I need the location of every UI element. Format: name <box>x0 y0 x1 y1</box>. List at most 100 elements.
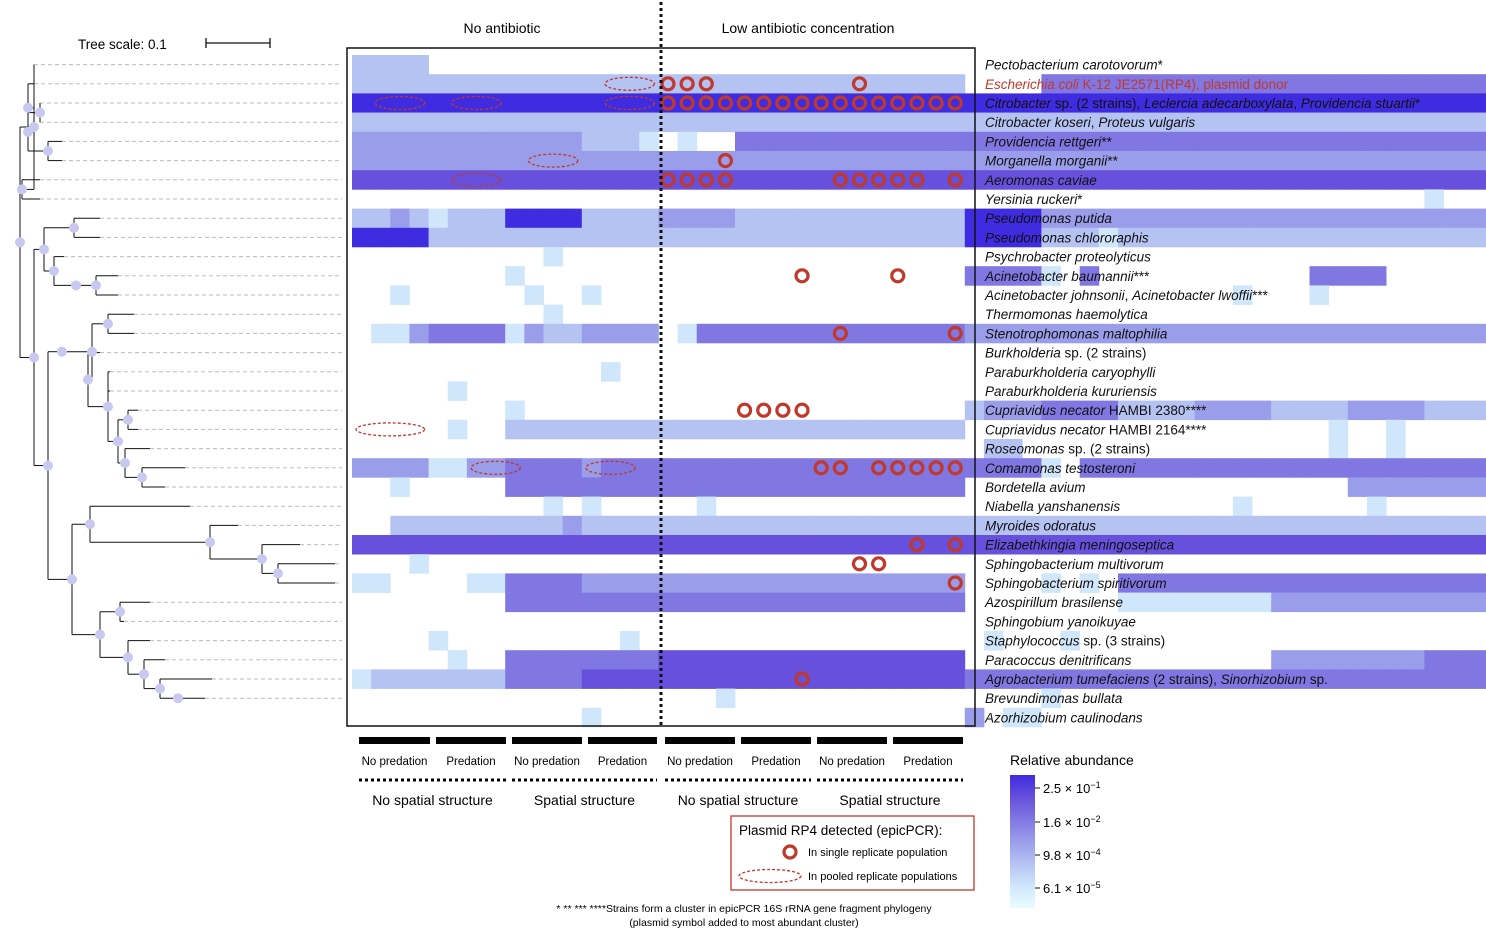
heatmap-cell <box>1328 170 1349 190</box>
plasmid-pooled-marker <box>451 172 502 187</box>
plasmid-legend-single-label: In single replicate population <box>808 847 947 859</box>
heatmap-cell <box>715 477 736 497</box>
heatmap-cell <box>562 112 583 133</box>
heatmap-cell <box>581 151 602 171</box>
heatmap-cell <box>696 573 717 593</box>
heatmap-cell <box>1443 592 1464 613</box>
heatmap-cell <box>1405 669 1425 689</box>
plasmid-single-marker <box>851 556 868 572</box>
heatmap-cell <box>1060 515 1081 536</box>
heatmap-cell <box>1309 458 1330 478</box>
heatmap-cell <box>1137 74 1157 94</box>
heatmap-cell <box>581 573 602 593</box>
heatmap-cell <box>1443 131 1464 152</box>
heatmap-cell <box>352 170 372 190</box>
heatmap-cell <box>1118 151 1138 171</box>
heatmap-cell <box>1041 688 1061 709</box>
heatmap-cell <box>1232 535 1253 555</box>
heatmap-cell <box>677 592 698 613</box>
heatmap-cell <box>1137 400 1157 421</box>
tree-branches <box>19 64 335 699</box>
heatmap-cell <box>1003 151 1023 171</box>
heatmap-cell <box>562 323 583 344</box>
heatmap-cell <box>1137 112 1157 133</box>
heatmap-cell <box>1271 74 1291 94</box>
heatmap-cell <box>524 112 544 133</box>
heatmap-cell <box>1194 227 1215 248</box>
heatmap-cell <box>447 650 468 670</box>
tree-node <box>87 346 97 357</box>
heatmap-cell <box>849 515 870 536</box>
heatmap-cell <box>677 573 698 593</box>
heatmap-cell <box>1118 112 1138 133</box>
heatmap-cell <box>1424 74 1444 94</box>
heatmap-cell <box>620 650 640 670</box>
heatmap-cell <box>677 650 698 670</box>
heatmap-cell <box>409 151 429 171</box>
heatmap-cell <box>1079 669 1100 689</box>
heatmap-cell <box>811 112 832 133</box>
heatmap-cell <box>486 458 506 478</box>
heatmap-cell <box>562 669 583 689</box>
heatmap-cell <box>792 650 812 670</box>
heatmap-cell <box>466 208 487 229</box>
heatmap-cell <box>1309 285 1330 305</box>
heatmap-cell <box>639 208 659 229</box>
heatmap-cell <box>524 515 544 536</box>
heatmap-cell <box>1386 323 1406 344</box>
heatmap-cell <box>1405 400 1425 421</box>
heatmap-cell <box>1328 419 1349 440</box>
heatmap-cell <box>773 458 793 478</box>
heatmap-cell <box>505 112 525 133</box>
heatmap-cell <box>620 208 640 229</box>
heatmap-cell <box>888 323 908 344</box>
tree-node <box>29 122 39 132</box>
heatmap-cell <box>1041 515 1061 536</box>
heatmap-cell <box>600 573 621 593</box>
taxon-label: Psychrobacter proteolyticus <box>985 250 1151 265</box>
heatmap-cell <box>1328 208 1349 229</box>
heatmap-cell <box>735 419 755 440</box>
heatmap-cell <box>677 458 698 478</box>
heatmap-cell <box>543 74 564 94</box>
heatmap-cell <box>447 458 468 478</box>
heatmap-cell <box>1252 515 1272 536</box>
heatmap-cell <box>1098 74 1119 94</box>
heatmap-cell <box>1118 592 1138 613</box>
heatmap-cell <box>620 131 640 152</box>
heatmap-cell <box>1328 227 1349 248</box>
heatmap-cell <box>1079 112 1100 133</box>
tree-node <box>115 606 125 617</box>
heatmap-cell <box>1424 151 1444 171</box>
heatmap-cell <box>1118 515 1138 536</box>
heatmap-cell <box>505 266 525 286</box>
heatmap-cell <box>830 131 851 152</box>
heatmap-cell <box>849 650 870 670</box>
heatmap-cell <box>543 151 564 171</box>
heatmap-cell <box>1462 170 1483 190</box>
heatmap-cell <box>409 554 429 574</box>
plasmid-single-marker <box>660 172 676 188</box>
tree-guide-lines <box>34 64 342 699</box>
heatmap-cell <box>1328 323 1349 344</box>
heatmap-cell <box>677 208 698 229</box>
heatmap-cell <box>486 131 506 152</box>
heatmap-cell <box>907 650 927 670</box>
heatmap-cell <box>1003 515 1023 536</box>
heatmap-cell <box>524 151 544 171</box>
heatmap-cell <box>1462 323 1483 344</box>
heatmap-cell <box>1386 131 1406 152</box>
heatmap-cell <box>658 515 678 536</box>
heatmap-cell <box>754 151 774 171</box>
heatmap-cell <box>581 131 602 152</box>
heatmap-cell <box>371 208 391 229</box>
heatmap-cell <box>907 74 927 94</box>
heatmap-cell <box>1386 592 1406 613</box>
heatmap-cell <box>466 74 487 94</box>
heatmap-cell <box>1309 131 1330 152</box>
heatmap-cell <box>1290 650 1310 670</box>
heatmap-cell <box>1175 592 1195 613</box>
predation-label: No predation <box>362 756 428 768</box>
plasmid-single-marker <box>890 172 906 188</box>
heatmap-cell <box>562 208 583 229</box>
